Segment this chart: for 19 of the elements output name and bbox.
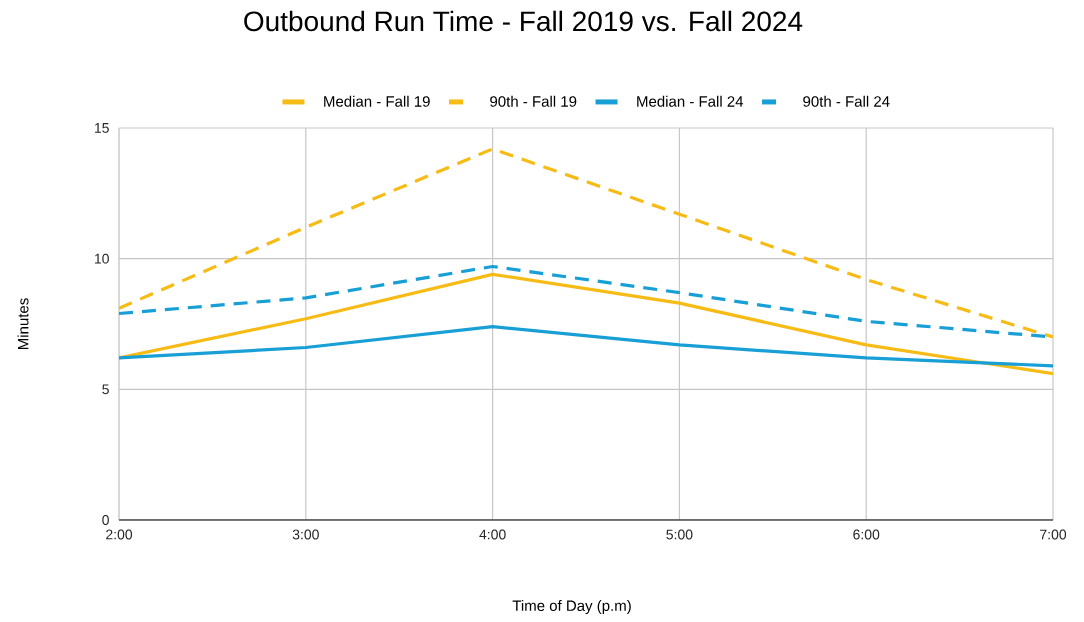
legend-label: Median - Fall 24 [637, 95, 744, 107]
legend-label: Median - Fall 19 [324, 95, 430, 107]
x-tick-label: 5:00 [666, 529, 693, 540]
x-tick-label: 4:00 [479, 529, 506, 540]
x-tick-label: 3:00 [292, 529, 319, 540]
y-tick-label: 15 [94, 123, 109, 133]
legend-label: 90th - Fall 19 [490, 95, 577, 107]
y-tick-label: 0 [102, 515, 109, 525]
y-tick-label: 10 [94, 253, 109, 264]
line-series [119, 147, 1054, 339]
legend-label: 90th - Fall 24 [803, 95, 890, 107]
x-tick-label: 6:00 [853, 529, 880, 540]
x-tick-label: 2:00 [106, 529, 133, 540]
chart-title: Outbound Run Time - Fall 2019 vs. Fall 2024 [244, 10, 803, 32]
y-tick-label: 5 [102, 384, 109, 395]
line-series [119, 324, 1054, 368]
x-axis-title: Time of Day (p.m) [512, 599, 631, 614]
y-axis-title: Minutes [17, 298, 29, 350]
x-tick-label: 7:00 [1040, 529, 1067, 540]
